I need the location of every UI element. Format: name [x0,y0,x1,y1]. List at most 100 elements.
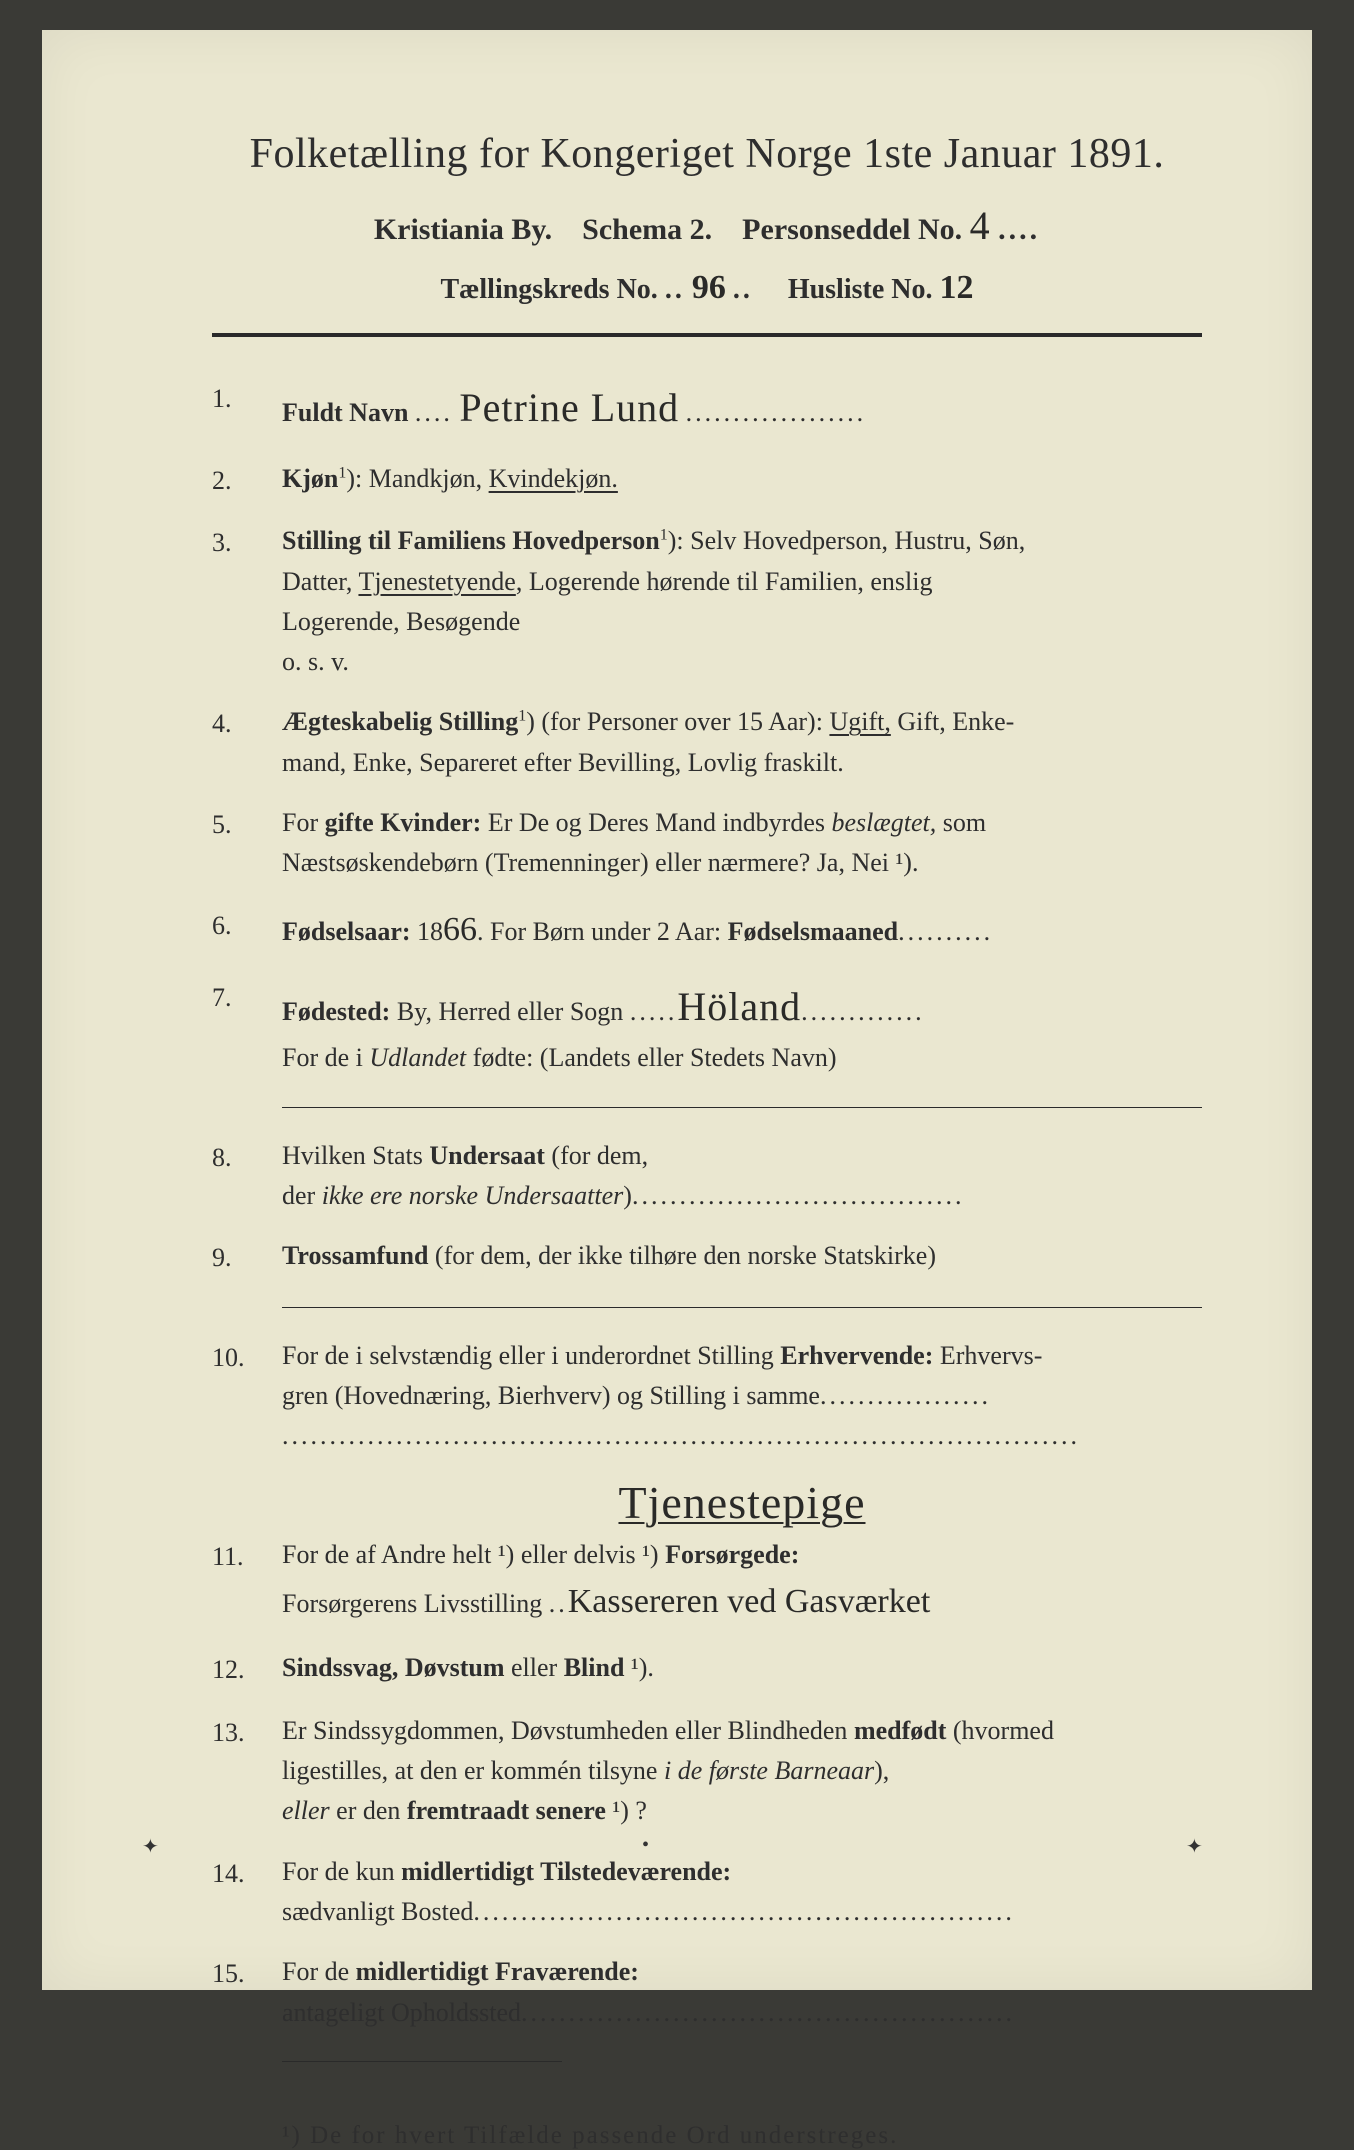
q5-ital: beslægtet, [832,808,937,837]
q15-l2: antageligt Opholdssted [282,1998,521,2027]
husliste-no: 12 [940,269,974,306]
q8-l1b: (for dem, [545,1141,648,1170]
q3-label: Stilling til Familiens Hovedperson [282,526,660,555]
q4-l1b: Gift, Enke- [891,707,1014,736]
q4-selected: Ugift, [829,707,890,736]
q15: 15. For de midlertidigt Fraværende: anta… [212,1952,1202,2033]
q14-l1: For de kun [282,1857,401,1886]
q6: 6. Fødselsaar: 1866. For Børn under 2 Aa… [212,904,1202,957]
q5-bold: gifte Kvinder: [325,808,482,837]
q4-label: Ægteskabelig Stilling [282,707,518,736]
q6-prefix: 18 [411,917,444,946]
q3-l2a: Datter, [282,567,358,596]
pin-left-icon: ✦ [142,1834,158,1850]
personseddel-no: 4 [970,203,991,248]
schema-label: Schema 2. [582,213,712,246]
personseddel-label: Personseddel No. [742,213,962,246]
q4-num: 4. [212,702,282,744]
divider-top [212,333,1202,337]
q10-value-row: Tjenestepige [282,1476,1202,1529]
form-entries: 1. Fuldt Navn .... Petrine Lund ........… [212,377,1202,2033]
q13-bold: medfødt [854,1716,946,1745]
q13-bold2: fremtraadt senere [407,1796,606,1825]
q5-la: For [282,808,325,837]
pin-mid-icon: • [642,1834,658,1850]
q2-label-a: Kjøn [282,464,338,493]
divider-2 [282,1307,1202,1308]
q4: 4. Ægteskabelig Stilling1) (for Personer… [212,702,1202,783]
q13-l2b: ), [874,1756,889,1785]
q15-bold: midlertidigt Fraværende: [356,1957,639,1986]
q8-bold: Undersaat [429,1141,545,1170]
q13-num: 13. [212,1711,282,1753]
q6-num: 6. [212,904,282,946]
q5-l2: Næstsøskendebørn (Tremenninger) eller næ… [282,848,918,877]
q7: 7. Fødested: By, Herred eller Sogn .....… [212,976,1202,1078]
q1-value: Petrine Lund [459,385,679,430]
q1-label: Fuldt Navn [282,398,408,427]
q13-ital: i de første Barneaar [664,1756,874,1785]
q10-num: 10. [212,1336,282,1378]
footnote: ¹) De for hvert Tilfælde passende Ord un… [282,2122,1202,2150]
q4-l1a: ) (for Personer over 15 Aar): [526,707,829,736]
q8-ital: ikke ere norske Undersaatter [322,1181,624,1210]
q1-num: 1. [212,377,282,419]
q7-num: 7. [212,976,282,1018]
q11-value: Kassereren ved Gasværket [568,1583,931,1620]
q13-l3a: eller [282,1796,330,1825]
q2: 2. Kjøn1): Mandkjøn, Kvindekjøn. [212,459,1202,501]
header-line2: Kristiania By. Schema 2. Personseddel No… [212,202,1202,249]
q6-label: Fødselsaar: [282,917,411,946]
q10-value: Tjenestepige [618,1477,865,1528]
q12-bold2: Blind [564,1653,625,1682]
city-label: Kristiania By. [374,213,552,246]
q1: 1. Fuldt Navn .... Petrine Lund ........… [212,377,1202,439]
q7-label-b: By, Herred eller Sogn [390,997,629,1026]
q12-num: 12. [212,1648,282,1690]
q12: 12. Sindssvag, Døvstum eller Blind ¹). [212,1648,1202,1690]
q13-l1a: Er Sindssygdommen, Døvstumheden eller Bl… [282,1716,854,1745]
q8: 8. Hvilken Stats Undersaat (for dem, der… [212,1136,1202,1217]
q8-l2b: ) [623,1181,632,1210]
q2-selected: Kvindekjøn. [489,464,618,493]
q9: 9. Trossamfund (for dem, der ikke tilhør… [212,1236,1202,1278]
q7-l2b: fødte: (Landets eller Stedets Navn) [466,1043,836,1072]
q9-rest: (for dem, der ikke tilhøre den norske St… [428,1241,936,1270]
q10-l1b: Erhvervs- [933,1341,1042,1370]
q6-year: 66 [443,911,477,948]
q11-bold: Forsørgede: [665,1540,799,1569]
q11-l2: Forsørgerens Livsstilling [282,1589,549,1618]
q11-num: 11. [212,1535,282,1577]
q3: 3. Stilling til Familiens Hovedperson1):… [212,521,1202,682]
q7-l2: For de i [282,1043,369,1072]
q3-l3: Logerende, Besøgende [282,607,520,636]
q13-l1b: (hvormed [946,1716,1054,1745]
q14-l2: sædvanligt Bosted [282,1897,473,1926]
q5: 5. For gifte Kvinder: Er De og Deres Man… [212,803,1202,884]
q2-label-b: ): Mandkjøn, [346,464,488,493]
q14-bold: midlertidigt Tilstedeværende: [401,1857,731,1886]
q12-tail: ¹). [624,1653,653,1682]
q11-l1a: For de af Andre helt ¹) eller delvis ¹) [282,1540,665,1569]
q5-l1b: som [936,808,986,837]
q10-l2: gren (Hovednæring, Bierhverv) og Stillin… [282,1381,820,1410]
tkreds-no: 96 [692,269,726,306]
q2-num: 2. [212,459,282,501]
q6-bold2: Fødselsmaaned [728,917,898,946]
q12-bold: Sindssvag, Døvstum [282,1653,505,1682]
husliste-label: Husliste No. [788,274,933,305]
q3-l4: o. s. v. [282,647,349,676]
q5-l1: Er De og Deres Mand indbyrdes [481,808,831,837]
page-title: Folketælling for Kongeriget Norge 1ste J… [212,130,1202,178]
q3-l1: ): Selv Hovedperson, Hustru, Søn, [668,526,1025,555]
q3-selected: Tjenestetyende [358,567,515,596]
q4-l2: mand, Enke, Separeret efter Bevilling, L… [282,748,844,777]
census-form-page: Folketælling for Kongeriget Norge 1ste J… [42,30,1312,1990]
divider-1 [282,1107,1202,1108]
q15-num: 15. [212,1952,282,1994]
q7-value: Höland [677,984,801,1029]
q14: 14. For de kun midlertidigt Tilstedevære… [212,1852,1202,1933]
footnote-rule [282,2061,562,2062]
q11: 11. For de af Andre helt ¹) eller delvis… [212,1535,1202,1628]
q10-bold1: Erhvervende: [780,1341,933,1370]
